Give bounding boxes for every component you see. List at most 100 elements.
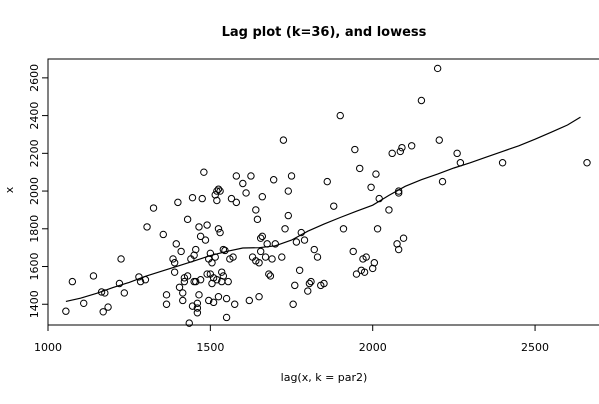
data-point <box>209 298 218 307</box>
data-point <box>224 277 232 286</box>
y-tick-label: 2400 <box>28 102 41 130</box>
data-point <box>284 187 292 195</box>
data-point <box>255 293 263 301</box>
data-point <box>192 277 200 286</box>
y-tick-label: 2000 <box>28 177 41 205</box>
data-point <box>284 211 292 220</box>
data-point <box>417 96 426 105</box>
data-point <box>216 228 224 237</box>
data-point <box>313 253 322 261</box>
data-point <box>175 283 184 291</box>
data-point <box>193 299 202 308</box>
data-point <box>292 238 301 246</box>
y-tick-label: 2200 <box>28 139 41 167</box>
data-point <box>177 247 185 256</box>
data-point <box>232 198 241 207</box>
data-point <box>407 142 416 150</box>
data-point <box>216 187 224 195</box>
data-point <box>185 319 193 327</box>
x-axis: 1000 1500 2000 2500 <box>34 324 549 354</box>
x-tick-label: 2000 <box>359 341 387 354</box>
data-point <box>180 277 189 286</box>
data-point <box>336 111 344 120</box>
data-point <box>398 143 406 152</box>
data-point <box>208 259 216 267</box>
data-point <box>183 272 192 280</box>
data-point <box>159 230 167 239</box>
data-point <box>305 279 314 288</box>
data-point <box>227 194 236 203</box>
data-point <box>367 183 375 191</box>
data-point <box>222 294 231 303</box>
x-axis-label: lag(x, k = par2) <box>281 371 368 384</box>
data-point <box>399 234 408 242</box>
data-point <box>231 300 239 308</box>
data-point <box>149 204 158 212</box>
data-point <box>271 240 279 248</box>
data-point <box>68 277 77 286</box>
data-point <box>351 145 359 154</box>
data-point <box>300 236 309 244</box>
data-point <box>252 206 260 214</box>
data-point <box>80 299 88 308</box>
data-point <box>97 288 106 296</box>
data-point <box>253 215 262 224</box>
y-tick-label: 2600 <box>28 64 41 92</box>
data-point <box>295 266 304 274</box>
data-point <box>198 194 206 203</box>
data-point <box>373 225 382 233</box>
data-point <box>62 307 70 315</box>
data-point <box>268 255 276 263</box>
data-point <box>310 245 318 254</box>
data-point <box>323 177 331 186</box>
data-point <box>242 189 250 197</box>
chart-title: Lag plot (k=36), and lowess <box>222 25 427 40</box>
data-point <box>203 221 211 229</box>
data-point <box>206 249 215 258</box>
data-point <box>135 273 143 281</box>
data-point <box>205 296 213 305</box>
y-tick-label: 1800 <box>28 215 41 243</box>
data-point <box>143 223 151 231</box>
x-tick-label: 1500 <box>196 341 224 354</box>
data-point <box>117 255 125 263</box>
data-point <box>385 206 393 214</box>
data-point <box>192 245 200 254</box>
data-point <box>162 291 171 299</box>
data-point <box>396 147 405 156</box>
data-point <box>218 268 226 276</box>
data-point <box>352 270 361 278</box>
data-point <box>256 247 265 256</box>
data-point <box>213 276 221 284</box>
data-point <box>239 179 247 188</box>
data-point <box>162 300 171 308</box>
data-point <box>320 279 328 288</box>
data-point <box>195 291 203 299</box>
data-point <box>200 168 208 176</box>
data-point <box>261 253 270 261</box>
data-point <box>281 225 289 233</box>
data-point <box>172 240 180 248</box>
data-point <box>247 172 255 180</box>
data-point <box>183 215 192 224</box>
data-point <box>304 287 312 295</box>
y-tick-label: 1400 <box>28 290 41 318</box>
y-axis-label: x <box>3 186 16 193</box>
data-point <box>287 172 296 180</box>
data-point <box>232 172 241 180</box>
data-point <box>214 293 223 301</box>
data-point <box>115 279 124 288</box>
data-point <box>213 196 221 205</box>
x-tick-label: 1000 <box>34 341 62 354</box>
data-point <box>438 177 447 186</box>
data-point <box>203 270 211 278</box>
data-point <box>99 308 107 316</box>
data-point <box>170 268 179 276</box>
data-point <box>195 223 203 231</box>
x-tick-label: 2500 <box>521 341 549 354</box>
data-point <box>372 170 380 178</box>
lowess-curve <box>65 116 581 302</box>
data-point <box>219 272 228 280</box>
